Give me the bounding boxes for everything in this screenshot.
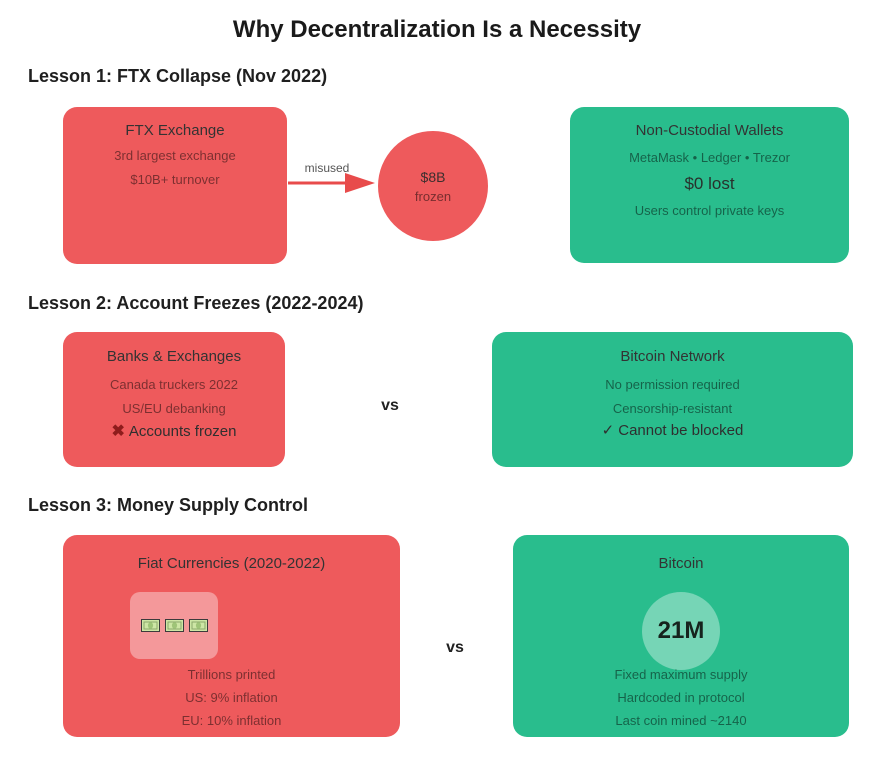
misused-arrow-label: misused <box>304 161 350 175</box>
lesson3-heading: Lesson 3: Money Supply Control <box>28 495 309 515</box>
lesson2-green-card-title: Bitcoin Network <box>620 348 725 365</box>
banknote-icon <box>164 619 184 632</box>
cross-icon: ✖ <box>111 423 125 440</box>
lesson1-red-card-line1: 3rd largest exchange <box>114 148 236 163</box>
lesson2-red-card-status-text: Accounts frozen <box>128 423 237 440</box>
frozen-caption: frozen <box>414 188 452 204</box>
lesson1-heading: Lesson 1: FTX Collapse (Nov 2022) <box>28 66 328 86</box>
lesson2-green-card: Bitcoin Network No permission required C… <box>492 332 853 467</box>
lesson1-green-card: Non-Custodial Wallets MetaMask • Ledger … <box>570 107 849 263</box>
lesson2-green-card-line1: No permission required <box>605 377 740 392</box>
lesson1-red-card: FTX Exchange 3rd largest exchange $10B+ … <box>63 107 287 264</box>
banknote-icon <box>188 619 208 632</box>
lesson2-green-card-status-text: Cannot be blocked <box>618 422 744 439</box>
lesson1-green-card-highlight: $0 lost <box>684 174 735 193</box>
frozen-amount-circle: $8B frozen <box>378 131 488 241</box>
lesson2-green-card-status: ✓ Cannot be blocked <box>492 421 853 439</box>
lesson3-green-card-title: Bitcoin <box>658 555 704 572</box>
lesson3-red-card-lines: Trillions printed US: 9% inflation EU: 1… <box>63 663 400 732</box>
lesson2-red-card-line2: US/EU debanking <box>122 401 226 416</box>
lesson2-red-card-status: ✖ Accounts frozen <box>63 421 285 441</box>
lesson2-heading: Lesson 2: Account Freezes (2022-2024) <box>28 293 364 313</box>
lesson3-green-card-line2: Hardcoded in protocol <box>617 690 745 705</box>
lesson3-vs-label: vs <box>446 639 464 656</box>
lesson2-red-card: Banks & Exchanges Canada truckers 2022 U… <box>63 332 285 467</box>
lesson2-red-card-title: Banks & Exchanges <box>106 348 242 365</box>
lesson3-green-card-lines: Fixed maximum supply Hardcoded in protoc… <box>513 663 849 732</box>
lesson1-green-card-line2: Users control private keys <box>634 203 785 218</box>
lesson1-green-card-title: Non-Custodial Wallets <box>635 122 784 139</box>
lesson2-vs-label: vs <box>381 397 399 414</box>
lesson3-green-card-line1: Fixed maximum supply <box>614 667 748 682</box>
lesson1-red-card-title: FTX Exchange <box>125 122 225 139</box>
money-printing-panel <box>130 592 218 659</box>
lesson1-red-card-line2: $10B+ turnover <box>130 172 220 187</box>
lesson3-red-card-line1: Trillions printed <box>187 667 276 682</box>
lesson2-red-card-line1: Canada truckers 2022 <box>110 377 238 392</box>
frozen-amount: $8B <box>420 168 446 185</box>
check-icon: ✓ <box>601 422 615 439</box>
lesson3-red-card: Fiat Currencies (2020-2022) Trillions pr… <box>63 535 400 737</box>
supply-cap-badge: 21M <box>642 592 720 670</box>
lesson3-green-card: Bitcoin 21M Fixed maximum supply Hardcod… <box>513 535 849 737</box>
lesson3-red-card-line2: US: 9% inflation <box>185 690 278 705</box>
page-title: Why Decentralization Is a Necessity <box>232 16 642 43</box>
lesson1-green-card-line1: MetaMask • Ledger • Trezor <box>629 150 790 165</box>
lesson2-green-card-line2: Censorship-resistant <box>612 401 733 416</box>
banknote-icon <box>140 619 160 632</box>
lesson3-red-card-line3: EU: 10% inflation <box>181 713 282 728</box>
misused-arrow-icon <box>288 173 375 193</box>
lesson3-red-card-title: Fiat Currencies (2020-2022) <box>137 555 326 572</box>
lesson3-green-card-line3: Last coin mined ~2140 <box>615 713 747 728</box>
